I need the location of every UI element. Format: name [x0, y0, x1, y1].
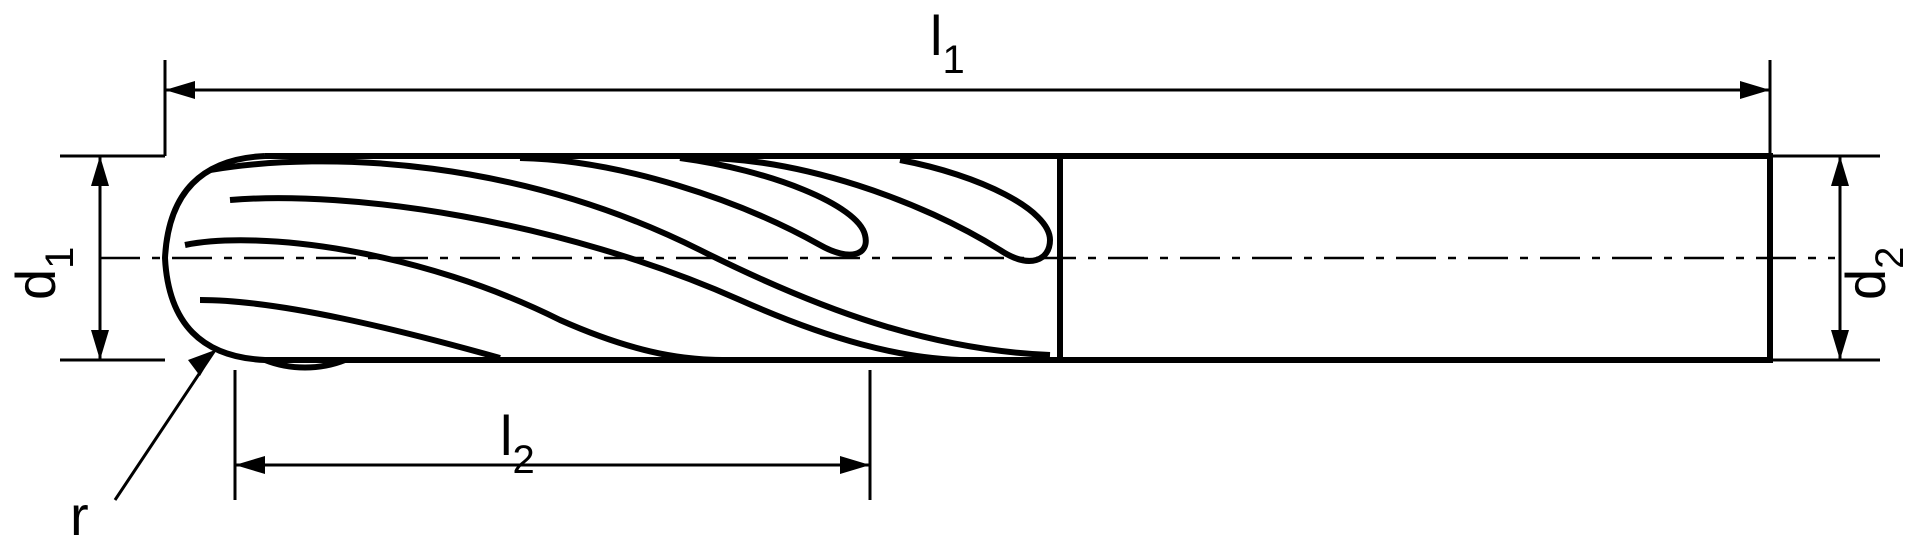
dim-d1-arrow-top	[91, 156, 109, 186]
dim-d1-arrow-bottom	[91, 330, 109, 360]
dim-r: r	[70, 350, 215, 547]
dim-l1-label-sub: 1	[942, 38, 964, 82]
endmill-outline	[165, 156, 1770, 368]
dim-l2: l2	[235, 370, 870, 500]
dim-l1-label: l1	[930, 4, 965, 82]
dim-l2-label: l2	[500, 404, 535, 482]
dim-l1-arrow-left	[165, 81, 195, 99]
dim-d2-label-base: d	[1834, 269, 1897, 300]
dim-l1: l1	[165, 4, 1770, 156]
dim-d1-label-sub: 1	[38, 247, 82, 269]
flute-curve-2b	[200, 300, 500, 358]
dim-r-arrow	[188, 350, 215, 376]
dim-d2-arrow-bottom	[1831, 330, 1849, 360]
dim-d2-label-sub: 2	[1868, 247, 1912, 269]
dim-r-label: r	[70, 484, 89, 547]
dim-l1-label-base: l	[930, 4, 942, 67]
dim-l2-arrow-right	[840, 456, 870, 474]
dim-l2-label-sub: 2	[512, 438, 534, 482]
dim-l2-label-base: l	[500, 404, 512, 467]
technical-drawing: l1 l2 d1 d2 r	[0, 0, 1920, 547]
dim-d2-arrow-top	[1831, 156, 1849, 186]
dim-d1-label: d1	[4, 247, 82, 300]
dim-d1-label-base: d	[4, 269, 67, 300]
dim-l2-arrow-left	[235, 456, 265, 474]
dim-d1: d1	[4, 156, 165, 360]
dim-l1-arrow-right	[1740, 81, 1770, 99]
dim-d2-label: d2	[1834, 247, 1912, 300]
